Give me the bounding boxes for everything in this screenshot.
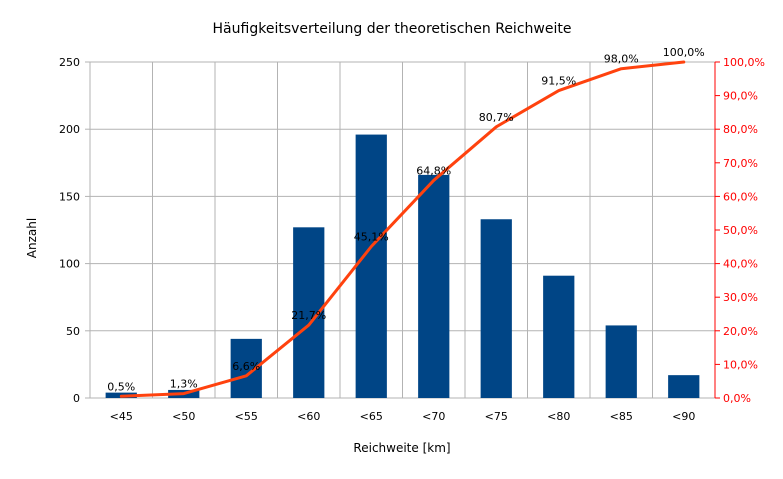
y2-tick-label: 0,0%: [723, 392, 751, 405]
cumulative-line-series: [119, 60, 686, 398]
axes: 0 50 100 150 200 250 0,0% 10,0% 20,0% 30,0% 40,0% 5…: [59, 56, 765, 423]
y-tick-label: 50: [66, 325, 80, 338]
x-tick-label: <55: [235, 410, 258, 423]
y2-tick-label: 40,0%: [723, 258, 758, 271]
chart-title: Häufigkeitsverteilung der theoretischen …: [213, 21, 572, 37]
x-tick-label: <70: [422, 410, 445, 423]
y-tick-label: 0: [73, 392, 80, 405]
bar: [543, 275, 575, 398]
cumulative-data-label: 0,5%: [107, 380, 135, 393]
y2-tick-label: 20,0%: [723, 325, 758, 338]
x-tick-label: <60: [297, 410, 320, 423]
x-tick-label: <65: [360, 410, 383, 423]
x-tick-label: <90: [672, 410, 695, 423]
y-tick-label: 100: [59, 258, 80, 271]
bar: [668, 375, 700, 398]
y2-tick-label: 10,0%: [723, 358, 758, 371]
cumulative-data-label: 100,0%: [663, 46, 705, 59]
y-axis-title: Anzahl: [25, 218, 39, 258]
grid: [89, 61, 716, 399]
y-tick-label: 250: [59, 56, 80, 69]
bar-series: [105, 134, 700, 399]
y2-tick-label: 70,0%: [723, 157, 758, 170]
y-tick-label: 200: [59, 123, 80, 136]
x-tick-label: <75: [485, 410, 508, 423]
x-axis-title: Reichweite [km]: [353, 441, 450, 455]
y2-tick-label: 90,0%: [723, 90, 758, 103]
y2-tick-label: 50,0%: [723, 224, 758, 237]
cumulative-data-label: 1,3%: [170, 378, 198, 391]
cumulative-line: [119, 60, 686, 398]
y-tick-label: 150: [59, 190, 80, 203]
y2-tick-label: 30,0%: [723, 291, 758, 304]
y2-tick-label: 60,0%: [723, 190, 758, 203]
cumulative-data-label: 6,6%: [232, 360, 260, 373]
x-tick-label: <80: [547, 410, 570, 423]
bar: [605, 325, 637, 398]
cumulative-data-label: 21,7%: [291, 309, 326, 322]
x-tick-label: <45: [110, 410, 133, 423]
bar: [418, 174, 450, 398]
bar: [480, 219, 512, 398]
y2-tick-label: 100,0%: [723, 56, 765, 69]
y2-tick-label: 80,0%: [723, 123, 758, 136]
cumulative-data-label: 91,5%: [541, 75, 576, 88]
cumulative-data-label: 45,1%: [354, 230, 389, 243]
x-tick-label: <85: [610, 410, 633, 423]
x-tick-label: <50: [172, 410, 195, 423]
cumulative-data-label: 80,7%: [479, 111, 514, 124]
cumulative-data-label: 64,8%: [416, 164, 451, 177]
data-labels: 0,5% 1,3% 6,6% 21,7% 45,1% 64,8% 80,7% 91,5% 98,…: [107, 46, 704, 393]
bar: [355, 134, 387, 399]
cumulative-data-label: 98,0%: [604, 53, 639, 66]
